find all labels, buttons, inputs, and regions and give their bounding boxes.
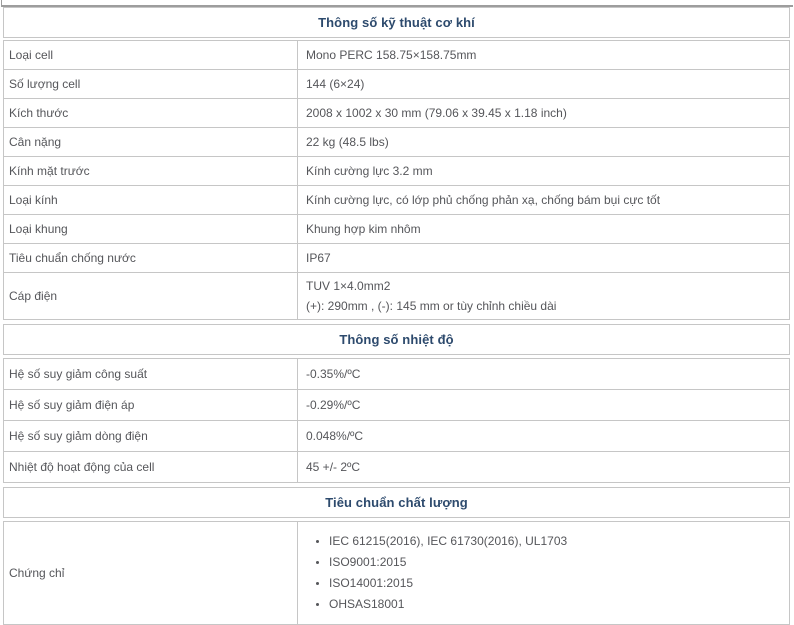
spec-label: Loại kính bbox=[4, 186, 298, 214]
certificate-item: ISO14001:2015 bbox=[314, 573, 781, 594]
spec-label: Hệ số suy giảm công suất bbox=[4, 359, 298, 389]
spec-value-text: IP67 bbox=[306, 251, 331, 265]
spec-row: Loại cell Mono PERC 158.75×158.75mm bbox=[3, 40, 790, 70]
spec-label: Cáp điện bbox=[4, 273, 298, 319]
spec-row: Hệ số suy giảm điện áp -0.29%/ºC bbox=[3, 389, 790, 421]
spec-value: 22 kg (48.5 lbs) bbox=[298, 128, 789, 156]
certificate-item: IEC 61215(2016), IEC 61730(2016), UL1703 bbox=[314, 531, 781, 552]
spec-value-text: -0.29%/ºC bbox=[306, 398, 361, 412]
spec-value-text: Khung hợp kim nhôm bbox=[306, 222, 421, 236]
spec-value-text: -0.35%/ºC bbox=[306, 367, 361, 381]
spec-value: Kính cường lực, có lớp phủ chống phản xạ… bbox=[298, 186, 789, 214]
spec-value-text: 0.048%/ºC bbox=[306, 429, 364, 443]
spec-label: Cân nặng bbox=[4, 128, 298, 156]
spec-label: Kích thước bbox=[4, 99, 298, 127]
certificate-item: ISO9001:2015 bbox=[314, 552, 781, 573]
previous-row-cutoff-border bbox=[1, 0, 793, 7]
bullet-icon bbox=[316, 603, 319, 606]
spec-row: Số lượng cell 144 (6×24) bbox=[3, 69, 790, 99]
spec-label: Số lượng cell bbox=[4, 70, 298, 98]
spec-label: Loại khung bbox=[4, 215, 298, 243]
spec-value-text: 22 kg (48.5 lbs) bbox=[306, 135, 389, 149]
spec-value: 2008 x 1002 x 30 mm (79.06 x 39.45 x 1.1… bbox=[298, 99, 789, 127]
spec-row: Chứng chỉ IEC 61215(2016), IEC 61730(2016… bbox=[3, 521, 790, 625]
spec-row: Loại kính Kính cường lực, có lớp phủ chốn… bbox=[3, 185, 790, 215]
spec-label: Nhiệt độ hoạt động của cell bbox=[4, 452, 298, 482]
spec-value-text: Kính cường lực, có lớp phủ chống phản xạ… bbox=[306, 193, 661, 207]
bullet-icon bbox=[316, 582, 319, 585]
spec-section: Thông số nhiệt độ Hệ số suy giảm công suấ… bbox=[3, 324, 790, 483]
spec-row: Cân nặng 22 kg (48.5 lbs) bbox=[3, 127, 790, 157]
spec-value: Khung hợp kim nhôm bbox=[298, 215, 789, 243]
spec-label: Loại cell bbox=[4, 41, 298, 69]
spec-value: 144 (6×24) bbox=[298, 70, 789, 98]
spec-value: 0.048%/ºC bbox=[298, 421, 789, 451]
spec-label: Hệ số suy giảm dòng điện bbox=[4, 421, 298, 451]
spec-row: Hệ số suy giảm dòng điện 0.048%/ºC bbox=[3, 420, 790, 452]
certificate-text: ISO14001:2015 bbox=[329, 576, 414, 590]
spec-label: Kính mặt trước bbox=[4, 157, 298, 185]
spec-value: IP67 bbox=[298, 244, 789, 272]
spec-value: 45 +/- 2ºC bbox=[298, 452, 789, 482]
spec-section: Tiêu chuẩn chất lượng Chứng chỉ IEC 61215(… bbox=[3, 487, 790, 625]
certificate-list: IEC 61215(2016), IEC 61730(2016), UL1703… bbox=[306, 531, 781, 615]
bullet-icon bbox=[316, 540, 319, 543]
spec-value-line: (+): 290mm , (-): 145 mm or tùy chỉnh ch… bbox=[306, 299, 557, 313]
certificate-text: IEC 61215(2016), IEC 61730(2016), UL1703 bbox=[329, 534, 568, 548]
spec-value-line: TUV 1×4.0mm2 bbox=[306, 279, 391, 293]
spec-row: Kích thước 2008 x 1002 x 30 mm (79.06 x 3… bbox=[3, 98, 790, 128]
spec-value: TUV 1×4.0mm2 (+): 290mm , (-): 145 mm or … bbox=[298, 273, 789, 319]
spec-row: Cáp điện TUV 1×4.0mm2 (+): 290mm , (-): 14… bbox=[3, 272, 790, 320]
spec-value: Kính cường lực 3.2 mm bbox=[298, 157, 789, 185]
certificate-text: OHSAS18001 bbox=[329, 597, 405, 611]
spec-row: Nhiệt độ hoạt động của cell 45 +/- 2ºC bbox=[3, 451, 790, 483]
spec-row: Loại khung Khung hợp kim nhôm bbox=[3, 214, 790, 244]
section-header-title: Thông số kỹ thuật cơ khí bbox=[3, 7, 790, 38]
spec-value: -0.35%/ºC bbox=[298, 359, 789, 389]
spec-value-text: Kính cường lực 3.2 mm bbox=[306, 164, 433, 178]
section-header-title: Tiêu chuẩn chất lượng bbox=[3, 487, 790, 518]
spec-value-text: 144 (6×24) bbox=[306, 77, 365, 91]
spec-row: Tiêu chuẩn chống nước IP67 bbox=[3, 243, 790, 273]
spec-value-text: 45 +/- 2ºC bbox=[306, 460, 361, 474]
section-header-title: Thông số nhiệt độ bbox=[3, 324, 790, 355]
spec-value-text: 2008 x 1002 x 30 mm (79.06 x 39.45 x 1.1… bbox=[306, 106, 567, 120]
spec-section: Thông số kỹ thuật cơ khí Loại cell Mono PE… bbox=[3, 7, 790, 320]
certificate-text: ISO9001:2015 bbox=[329, 555, 407, 569]
spec-value: IEC 61215(2016), IEC 61730(2016), UL1703… bbox=[298, 522, 789, 624]
spec-row: Kính mặt trước Kính cường lực 3.2 mm bbox=[3, 156, 790, 186]
spec-label: Hệ số suy giảm điện áp bbox=[4, 390, 298, 420]
spec-table: Thông số kỹ thuật cơ khí Loại cell Mono PE… bbox=[3, 7, 790, 625]
certificate-item: OHSAS18001 bbox=[314, 594, 781, 615]
spec-row: Hệ số suy giảm công suất -0.35%/ºC bbox=[3, 358, 790, 390]
spec-label: Chứng chỉ bbox=[4, 522, 298, 624]
spec-value-text: Mono PERC 158.75×158.75mm bbox=[306, 48, 477, 62]
spec-label: Tiêu chuẩn chống nước bbox=[4, 244, 298, 272]
bullet-icon bbox=[316, 561, 319, 564]
spec-value: Mono PERC 158.75×158.75mm bbox=[298, 41, 789, 69]
spec-value: -0.29%/ºC bbox=[298, 390, 789, 420]
